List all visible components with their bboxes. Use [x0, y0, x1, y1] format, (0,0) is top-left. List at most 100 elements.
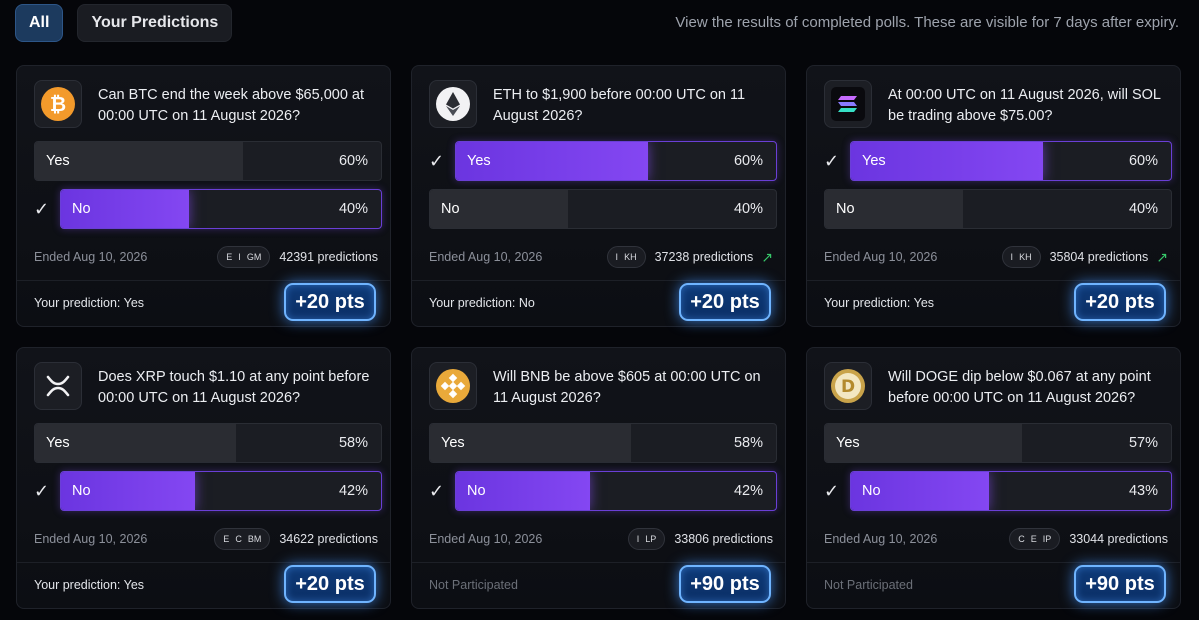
- option-result-bar: Yes 58%: [429, 423, 777, 463]
- option-fill: [35, 424, 236, 462]
- btc-icon: ₿: [34, 80, 82, 128]
- results-hint: View the results of completed polls. The…: [675, 14, 1179, 31]
- ended-date: Ended Aug 10, 2026: [34, 250, 148, 264]
- prediction-count: 33044 predictions: [1069, 532, 1168, 546]
- poll-card[interactable]: ETH to $1,900 before 00:00 UTC on 11 Aug…: [411, 65, 786, 327]
- svg-text:D: D: [841, 377, 855, 397]
- poll-header: Does XRP touch $1.10 at any point before…: [34, 362, 376, 410]
- poll-question: ETH to $1,900 before 00:00 UTC on 11 Aug…: [493, 87, 746, 124]
- points-badge[interactable]: +20 pts: [679, 283, 771, 321]
- points-badge[interactable]: +20 pts: [284, 565, 376, 603]
- points-badge[interactable]: +90 pts: [1074, 565, 1166, 603]
- points-badge[interactable]: +20 pts: [284, 283, 376, 321]
- option-fill: [430, 424, 631, 462]
- poll-header: Will BNB be above $605 at 00:00 UTC on 1…: [429, 362, 771, 410]
- points-badge[interactable]: +90 pts: [679, 565, 771, 603]
- option-percent: 57%: [1128, 435, 1158, 451]
- prediction-count: 33806 predictions: [674, 532, 773, 546]
- ended-date: Ended Aug 10, 2026: [429, 532, 543, 546]
- option-label: No: [72, 483, 91, 499]
- avatar-initials: BM: [247, 534, 262, 544]
- option-result-bar: Yes 57%: [824, 423, 1172, 463]
- option-label: No: [862, 483, 881, 499]
- poll-option-yes: Yes 60%: [34, 141, 382, 181]
- option-percent: 60%: [1128, 153, 1158, 169]
- divider: [807, 280, 1180, 281]
- xrp-icon: [34, 362, 82, 410]
- ended-date: Ended Aug 10, 2026: [824, 532, 938, 546]
- poll-card[interactable]: Does XRP touch $1.10 at any point before…: [16, 347, 391, 609]
- poll-option-no: ✓ No 43%: [824, 471, 1172, 511]
- checkmark-icon: ✓: [429, 150, 445, 171]
- points-badge[interactable]: +20 pts: [1074, 283, 1166, 321]
- participant-avatars: C E IP: [1009, 528, 1061, 550]
- option-percent: 60%: [338, 153, 368, 169]
- divider: [412, 562, 785, 563]
- option-result-bar: No 40%: [60, 189, 382, 229]
- poll-header: ETH to $1,900 before 00:00 UTC on 11 Aug…: [429, 80, 771, 128]
- option-label: Yes: [441, 435, 465, 451]
- ended-date: Ended Aug 10, 2026: [429, 250, 543, 264]
- option-percent: 58%: [733, 435, 763, 451]
- poll-card[interactable]: ₿ Can BTC end the week above $65,000 at …: [16, 65, 391, 327]
- poll-option-no: No 40%: [429, 189, 777, 229]
- poll-meta: Ended Aug 10, 2026 E C BM 34622 prediction…: [34, 526, 378, 552]
- filter-tabs: All Your Predictions: [15, 4, 233, 42]
- option-result-bar: No 42%: [455, 471, 777, 511]
- option-label: No: [836, 201, 855, 217]
- checkmark-icon: ✓: [34, 480, 50, 501]
- your-prediction: Your prediction: Yes: [34, 578, 145, 592]
- trending-up-icon: ↗: [1156, 248, 1168, 265]
- option-label: No: [72, 201, 91, 217]
- option-percent: 58%: [338, 435, 368, 451]
- your-prediction: Your prediction: Yes: [34, 296, 145, 310]
- poll-option-no: ✓ No 42%: [429, 471, 777, 511]
- option-fill: [35, 142, 243, 180]
- option-fill: [851, 472, 989, 510]
- option-fill: [61, 190, 189, 228]
- your-prediction: Not Participated: [429, 578, 518, 592]
- avatar-initials: I: [636, 534, 640, 544]
- option-fill: [851, 142, 1043, 180]
- option-percent: 42%: [338, 483, 368, 499]
- your-prediction: Not Participated: [824, 578, 913, 592]
- tab-all[interactable]: All: [15, 4, 64, 42]
- poll-card[interactable]: At 00:00 UTC on 11 August 2026, will SOL…: [806, 65, 1181, 327]
- option-fill: [456, 472, 591, 510]
- poll-option-no: ✓ No 40%: [34, 189, 382, 229]
- ended-date: Ended Aug 10, 2026: [34, 532, 148, 546]
- option-result-bar: No 42%: [60, 471, 382, 511]
- ended-date: Ended Aug 10, 2026: [824, 250, 938, 264]
- poll-header: At 00:00 UTC on 11 August 2026, will SOL…: [824, 80, 1166, 128]
- poll-card[interactable]: D Will DOGE dip below $0.067 at any poin…: [806, 347, 1181, 609]
- eth-icon: [429, 80, 477, 128]
- prediction-count: 42391 predictions: [279, 250, 378, 264]
- option-result-bar: Yes 60%: [34, 141, 382, 181]
- your-prediction: Your prediction: No: [429, 296, 535, 310]
- sol-icon: [824, 80, 872, 128]
- participant-avatars: I KH: [1001, 246, 1041, 268]
- option-percent: 60%: [733, 153, 763, 169]
- poll-card[interactable]: Will BNB be above $605 at 00:00 UTC on 1…: [411, 347, 786, 609]
- option-fill: [61, 472, 196, 510]
- poll-meta: Ended Aug 10, 2026 I KH 37238 predictions…: [429, 244, 773, 270]
- bnb-icon: [429, 362, 477, 410]
- option-label: Yes: [46, 435, 70, 451]
- avatar-initials: I: [238, 252, 241, 262]
- avatar-initials: I: [615, 252, 619, 262]
- poll-option-yes: Yes 57%: [824, 423, 1172, 463]
- poll-meta: Ended Aug 10, 2026 I LP 33806 predictions: [429, 526, 773, 552]
- avatar-initials: LP: [645, 534, 657, 544]
- svg-text:₿: ₿: [50, 92, 66, 116]
- option-fill: [825, 424, 1023, 462]
- avatar-initials: IP: [1042, 534, 1052, 544]
- option-result-bar: Yes 60%: [455, 141, 777, 181]
- poll-grid: ₿ Can BTC end the week above $65,000 at …: [16, 65, 1181, 609]
- option-percent: 42%: [733, 483, 763, 499]
- option-fill: [456, 142, 648, 180]
- tab-your-predictions[interactable]: Your Predictions: [77, 4, 233, 42]
- poll-option-yes: Yes 58%: [429, 423, 777, 463]
- divider: [17, 562, 390, 563]
- doge-icon: D: [824, 362, 872, 410]
- divider: [412, 280, 785, 281]
